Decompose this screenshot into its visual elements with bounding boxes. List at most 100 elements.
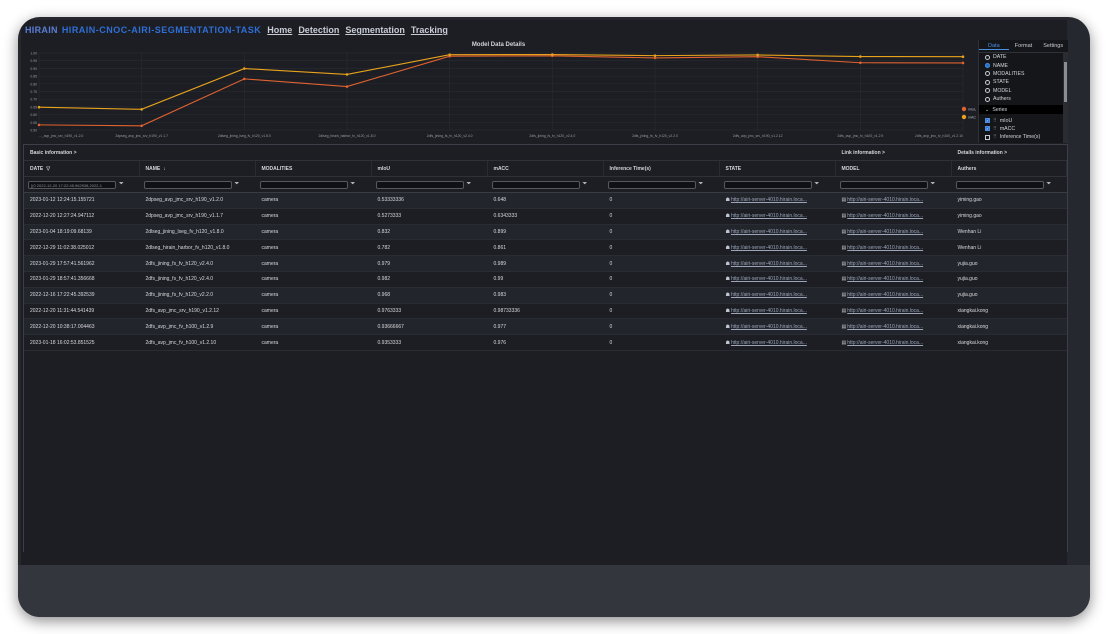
column-filter-input[interactable] — [723, 180, 812, 189]
data-point-macc[interactable] — [653, 54, 657, 57]
cell-state[interactable]: ☗ http://airi-server-4010.hirain.loca... — [720, 240, 836, 255]
model-link[interactable]: http://airi-server-4010.hirain.loca... — [847, 339, 924, 346]
data-point-miou[interactable] — [345, 85, 349, 88]
model-link[interactable]: http://airi-server-4010.hirain.loca... — [847, 260, 924, 267]
table-row[interactable]: 2022-12-20 12:27:24.947112 2dpseg_avp_jmc… — [24, 209, 1067, 225]
filter-icon[interactable]: ⏷ — [582, 181, 588, 187]
filter-icon[interactable]: ⏷ — [350, 181, 356, 187]
data-point-miou[interactable] — [859, 61, 862, 65]
filter-icon[interactable]: ⏷ — [119, 181, 124, 187]
xaxis-option-model[interactable]: MODEL — [979, 87, 1068, 95]
panel-scrollbar[interactable] — [1063, 52, 1068, 143]
table-row[interactable]: 2023-01-04 18:19:09.68139 2dlseg_jining_l… — [24, 224, 1067, 241]
table-row[interactable]: 2023-01-18 16:02:53.851525 2dfs_avp_jmc_f… — [24, 335, 1067, 351]
nav-segmentation-link[interactable]: Segmentation — [345, 25, 405, 35]
state-link[interactable]: http://airi-server-4010.hirain.loca... — [730, 213, 807, 220]
data-point-macc[interactable] — [961, 55, 965, 58]
column-filter-input[interactable] — [375, 180, 464, 189]
column-header-macc[interactable]: mACC — [488, 161, 604, 176]
column-header-miou[interactable]: mIoU — [372, 161, 488, 176]
filter-icon[interactable]: ⏷ — [814, 181, 820, 187]
nav-home-link[interactable]: Home — [267, 25, 293, 35]
radio-icon[interactable] — [985, 88, 990, 94]
column-filter-input[interactable] — [955, 180, 1044, 189]
column-filter-input[interactable]: [(0 2022-12-20 17:22:45.962938,2022-1 — [28, 180, 116, 189]
drag-handle-icon[interactable]: ⠿ — [993, 125, 997, 132]
drag-handle-icon[interactable]: ⠿ — [993, 117, 997, 124]
table-row[interactable]: 2023-01-12 12:24:15.155721 2dpseg_avp_jmc… — [24, 193, 1067, 209]
xaxis-option-name[interactable]: NAME — [979, 61, 1068, 69]
model-link[interactable]: http://airi-server-4010.hirain.loca... — [847, 213, 924, 220]
checkbox-checked-icon[interactable]: ✓ — [985, 126, 990, 132]
nav-tracking-link[interactable]: Tracking — [410, 25, 448, 35]
series-section-header[interactable]: ⌄ Series — [979, 105, 1068, 115]
data-point-macc[interactable] — [37, 105, 41, 109]
data-point-miou[interactable] — [243, 77, 246, 81]
table-row[interactable]: 2023-01-29 17:57:41.561962 2dfs_jining_fs… — [24, 256, 1067, 272]
tab-format[interactable]: Format — [1014, 43, 1033, 49]
nav-detection-link[interactable]: Detection — [298, 25, 340, 35]
table-row[interactable]: 2022-12-20 10:38:17.004463 2dfs_avp_jmc_f… — [24, 319, 1067, 336]
table-row[interactable]: 2022-12-16 17:22:45.392539 2dfs_jining_fs… — [24, 287, 1067, 304]
data-point-macc[interactable] — [345, 73, 349, 76]
cell-model[interactable]: ▤ http://airi-server-4010.hirain.loca... — [836, 272, 952, 287]
cell-model[interactable]: ▤ http://airi-server-4010.hirain.loca... — [836, 225, 952, 240]
sort-down-icon[interactable]: ↓ — [163, 165, 166, 172]
checkbox-icon[interactable] — [985, 134, 990, 140]
data-point-macc[interactable] — [756, 53, 759, 57]
series-item-inference-time[interactable]: ⠿ Inference Time(s) — [979, 133, 1068, 141]
group-link-information[interactable]: Link information > — [841, 149, 885, 156]
state-link[interactable]: http://airi-server-4010.hirain.loca... — [730, 339, 807, 346]
cell-state[interactable]: ☗ http://airi-server-4010.hirain.loca... — [720, 225, 836, 240]
series-item-macc[interactable]: ✓ ⠿ mACC — [979, 125, 1068, 133]
cell-state[interactable]: ☗ http://airi-server-4010.hirain.loca... — [720, 319, 836, 334]
state-link[interactable]: http://airi-server-4010.hirain.loca... — [730, 307, 807, 314]
data-point-macc[interactable] — [551, 53, 554, 56]
radio-selected-icon[interactable] — [985, 63, 990, 69]
column-header-state[interactable]: STATE — [720, 161, 836, 176]
filter-icon[interactable]: ▽ — [46, 165, 51, 172]
cell-state[interactable]: ☗ http://airi-server-4010.hirain.loca... — [720, 335, 836, 350]
column-header-authers[interactable]: Authers — [952, 161, 1067, 176]
radio-icon[interactable] — [985, 54, 990, 60]
model-link[interactable]: http://airi-server-4010.hirain.loca... — [847, 197, 924, 204]
state-link[interactable]: http://airi-server-4010.hirain.loca... — [730, 244, 807, 251]
checkbox-checked-icon[interactable]: ✓ — [985, 118, 990, 124]
cell-model[interactable]: ▤ http://airi-server-4010.hirain.loca... — [836, 209, 952, 224]
cell-state[interactable]: ☗ http://airi-server-4010.hirain.loca... — [720, 209, 836, 224]
state-link[interactable]: http://airi-server-4010.hirain.loca... — [730, 228, 807, 235]
filter-icon[interactable]: ⏷ — [930, 181, 936, 187]
column-header-model[interactable]: MODEL — [836, 161, 952, 176]
data-point-macc[interactable] — [140, 108, 143, 111]
data-point-macc[interactable] — [448, 53, 451, 56]
tab-settings[interactable]: Settings — [1043, 43, 1064, 49]
filter-icon[interactable]: ⏷ — [466, 181, 472, 187]
column-filter-input[interactable] — [491, 180, 580, 189]
xaxis-option-authers[interactable]: Authers — [979, 95, 1068, 103]
column-filter-input[interactable] — [143, 180, 232, 189]
column-header-name[interactable]: NAME ↓ — [140, 161, 256, 176]
model-link[interactable]: http://airi-server-4010.hirain.loca... — [847, 276, 924, 283]
state-link[interactable]: http://airi-server-4010.hirain.loca... — [730, 323, 807, 330]
state-link[interactable]: http://airi-server-4010.hirain.loca... — [730, 197, 807, 204]
xaxis-option-date[interactable]: DATE — [979, 53, 1068, 61]
column-filter-input[interactable] — [607, 180, 696, 189]
series-item-miou[interactable]: ✓ ⠿ mIoU — [979, 116, 1068, 124]
cell-model[interactable]: ▤ http://airi-server-4010.hirain.loca... — [836, 256, 952, 271]
group-details-information[interactable]: Details information > — [957, 149, 1008, 156]
cell-model[interactable]: ▤ http://airi-server-4010.hirain.loca... — [836, 319, 952, 334]
state-link[interactable]: http://airi-server-4010.hirain.loca... — [730, 276, 807, 283]
scrollbar-thumb[interactable] — [1064, 62, 1067, 102]
table-row[interactable]: 2022-12-29 11:02:38.025012 2dlseg_hirain_… — [24, 240, 1067, 257]
data-point-macc[interactable] — [243, 67, 246, 70]
cell-model[interactable]: ▤ http://airi-server-4010.hirain.loca... — [836, 240, 952, 255]
state-link[interactable]: http://airi-server-4010.hirain.loca... — [730, 292, 807, 299]
column-header-modalities[interactable]: MODALITIES — [256, 161, 372, 176]
model-link[interactable]: http://airi-server-4010.hirain.loca... — [847, 228, 924, 235]
table-row[interactable]: 2022-12-20 11:31:44.541439 2dfs_avp_jmc_s… — [24, 304, 1067, 320]
cell-model[interactable]: ▤ http://airi-server-4010.hirain.loca... — [836, 335, 952, 350]
data-point-miou[interactable] — [37, 123, 41, 127]
xaxis-option-state[interactable]: STATE — [979, 78, 1068, 86]
model-link[interactable]: http://airi-server-4010.hirain.loca... — [847, 307, 924, 314]
tab-data[interactable]: Data — [979, 43, 1009, 50]
